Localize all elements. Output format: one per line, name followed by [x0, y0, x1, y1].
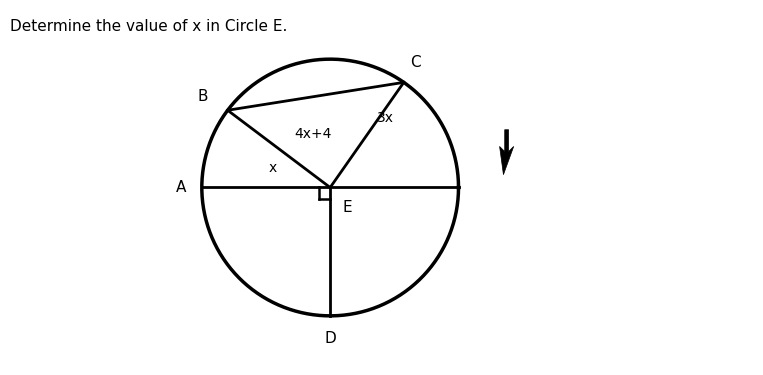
Text: B: B: [198, 89, 208, 104]
Text: 4x+4: 4x+4: [295, 127, 332, 141]
Text: C: C: [410, 54, 421, 69]
Text: D: D: [324, 331, 336, 346]
Text: A: A: [176, 180, 186, 195]
Polygon shape: [500, 130, 513, 175]
Text: x: x: [269, 160, 276, 175]
Text: Determine the value of x in Circle E.: Determine the value of x in Circle E.: [10, 19, 288, 34]
Text: 3x: 3x: [377, 111, 394, 125]
Text: E: E: [343, 200, 353, 215]
